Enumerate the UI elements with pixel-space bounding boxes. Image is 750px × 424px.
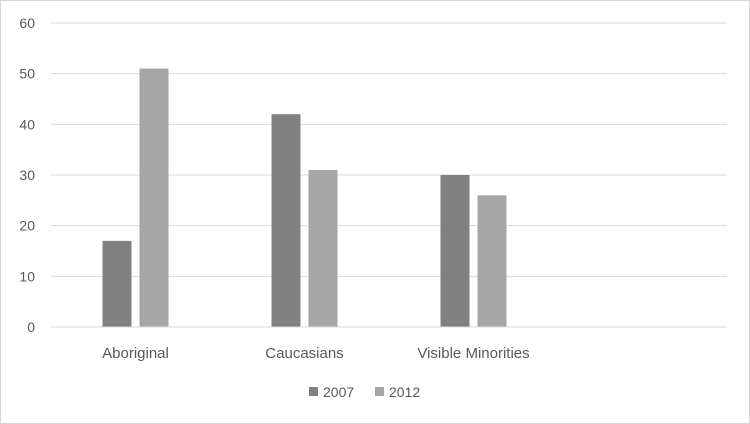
bar-2007-caucasians	[271, 114, 301, 327]
bar-2007-visible-minorities	[440, 175, 470, 327]
bars	[102, 68, 507, 327]
bar-2012-caucasians	[308, 169, 338, 327]
y-tick-label: 60	[19, 15, 35, 31]
legend-label-2012: 2012	[389, 384, 420, 400]
category-label: Aboriginal	[102, 345, 169, 362]
y-tick-label: 10	[19, 268, 35, 284]
y-axis-tick-labels: 0 10 20 30 40 50 60	[19, 15, 35, 335]
y-tick-label: 20	[19, 218, 35, 234]
y-tick-label: 30	[19, 167, 35, 183]
legend-swatch-2012	[375, 387, 384, 396]
y-tick-label: 40	[19, 116, 35, 132]
y-tick-label: 0	[27, 319, 35, 335]
legend: 2007 2012	[309, 384, 420, 400]
legend-swatch-2007	[309, 387, 318, 396]
category-labels: Aboriginal Caucasians Visible Minorities	[102, 345, 529, 362]
category-label: Visible Minorities	[417, 345, 529, 362]
y-tick-label: 50	[19, 66, 35, 82]
bar-2007-aboriginal	[102, 240, 132, 327]
bar-2012-aboriginal	[139, 68, 169, 327]
category-label: Caucasians	[265, 345, 343, 362]
legend-label-2007: 2007	[323, 384, 354, 400]
bar-2012-visible-minorities	[477, 195, 507, 327]
